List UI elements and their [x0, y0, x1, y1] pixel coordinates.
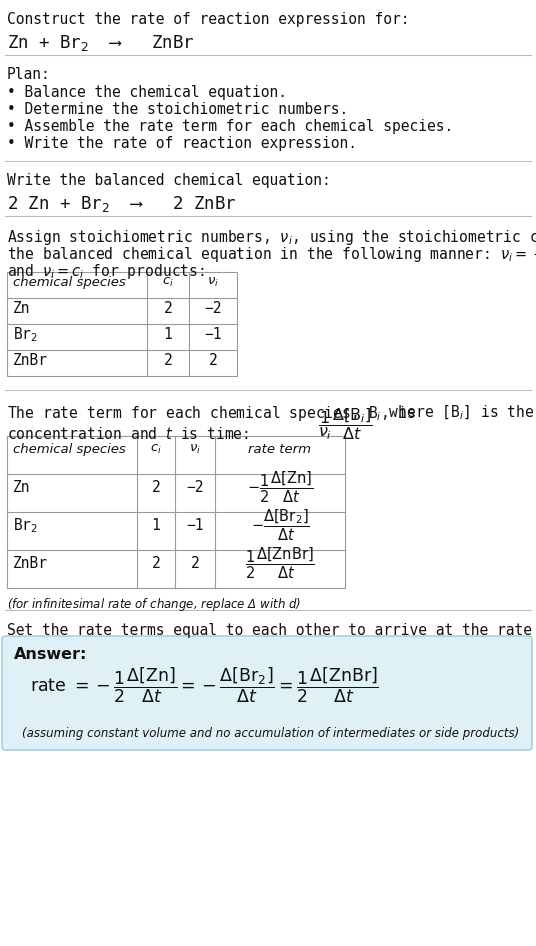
Text: rate term: rate term [249, 443, 311, 456]
Text: Plan:: Plan: [7, 67, 51, 82]
Text: $-\dfrac{1}{2}\dfrac{\Delta[\mathrm{Zn}]}{\Delta t}$: $-\dfrac{1}{2}\dfrac{\Delta[\mathrm{Zn}]… [247, 469, 313, 505]
Text: $\nu_i$: $\nu_i$ [189, 443, 201, 456]
Text: 2 Zn + Br$_2$  ⟶   2 ZnBr: 2 Zn + Br$_2$ ⟶ 2 ZnBr [7, 194, 236, 214]
Text: and $\nu_i = c_i$ for products:: and $\nu_i = c_i$ for products: [7, 262, 205, 281]
Text: −1: −1 [204, 327, 222, 342]
Text: chemical species: chemical species [13, 276, 126, 289]
Text: 2: 2 [152, 556, 160, 570]
Text: The rate term for each chemical species, B$_i$, is: The rate term for each chemical species,… [7, 404, 418, 423]
Text: Assign stoichiometric numbers, $\nu_i$, using the stoichiometric coefficients, $: Assign stoichiometric numbers, $\nu_i$, … [7, 228, 536, 247]
Text: Write the balanced chemical equation:: Write the balanced chemical equation: [7, 173, 331, 188]
Text: $c_i$: $c_i$ [162, 276, 174, 289]
Text: 1: 1 [152, 517, 160, 533]
Text: −2: −2 [204, 301, 222, 316]
Text: 2: 2 [209, 353, 218, 368]
Text: (for infinitesimal rate of change, replace Δ with $d$): (for infinitesimal rate of change, repla… [7, 596, 301, 613]
Text: 2: 2 [163, 353, 173, 368]
Text: −2: −2 [186, 480, 204, 495]
Text: Zn: Zn [13, 480, 31, 495]
Text: $\dfrac{1}{\nu_i}\dfrac{\Delta[\mathrm{B}_i]}{\Delta t}$: $\dfrac{1}{\nu_i}\dfrac{\Delta[\mathrm{B… [318, 406, 373, 442]
Text: rate $= -\dfrac{1}{2}\dfrac{\Delta[\mathrm{Zn}]}{\Delta t} = -\dfrac{\Delta[\mat: rate $= -\dfrac{1}{2}\dfrac{\Delta[\math… [30, 665, 379, 705]
Text: • Determine the stoichiometric numbers.: • Determine the stoichiometric numbers. [7, 102, 348, 117]
Text: ZnBr: ZnBr [13, 353, 48, 368]
Text: (assuming constant volume and no accumulation of intermediates or side products): (assuming constant volume and no accumul… [22, 727, 519, 740]
Text: $\nu_i$: $\nu_i$ [207, 276, 219, 289]
Bar [7, 436, 345, 588]
Text: the balanced chemical equation in the following manner: $\nu_i = -c_i$ for react: the balanced chemical equation in the fo… [7, 245, 536, 264]
FancyBboxPatch shape [2, 636, 532, 750]
Text: Zn: Zn [13, 301, 31, 316]
Text: 2: 2 [152, 480, 160, 495]
Text: 2: 2 [191, 556, 199, 570]
Text: • Assemble the rate term for each chemical species.: • Assemble the rate term for each chemic… [7, 119, 453, 134]
Text: Br$_2$: Br$_2$ [13, 516, 38, 534]
Text: $c_i$: $c_i$ [150, 443, 162, 456]
Text: where [B$_i$] is the amount: where [B$_i$] is the amount [380, 404, 536, 423]
Text: 1: 1 [163, 327, 173, 342]
Text: $\dfrac{1}{2}\dfrac{\Delta[\mathrm{ZnBr}]}{\Delta t}$: $\dfrac{1}{2}\dfrac{\Delta[\mathrm{ZnBr}… [245, 546, 315, 581]
Text: 2: 2 [163, 301, 173, 316]
Text: ZnBr: ZnBr [13, 556, 48, 570]
Text: Br$_2$: Br$_2$ [13, 325, 38, 343]
Text: $-\dfrac{\Delta[\mathrm{Br}_2]}{\Delta t}$: $-\dfrac{\Delta[\mathrm{Br}_2]}{\Delta t… [251, 507, 309, 543]
Text: Construct the rate of reaction expression for:: Construct the rate of reaction expressio… [7, 12, 410, 27]
Text: chemical species: chemical species [13, 443, 126, 456]
Text: • Balance the chemical equation.: • Balance the chemical equation. [7, 85, 287, 100]
Text: Set the rate terms equal to each other to arrive at the rate expression:: Set the rate terms equal to each other t… [7, 623, 536, 638]
Bar [7, 272, 237, 376]
Text: Zn + Br$_2$  ⟶   ZnBr: Zn + Br$_2$ ⟶ ZnBr [7, 33, 195, 53]
Text: Answer:: Answer: [14, 647, 87, 662]
Text: concentration and $t$ is time:: concentration and $t$ is time: [7, 426, 249, 442]
Text: • Write the rate of reaction expression.: • Write the rate of reaction expression. [7, 136, 357, 151]
Text: −1: −1 [186, 517, 204, 533]
